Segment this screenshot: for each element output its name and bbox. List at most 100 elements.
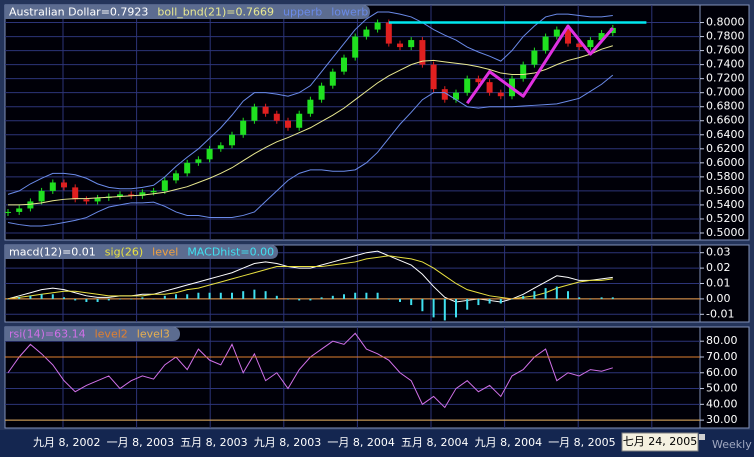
hist-bar bbox=[354, 292, 357, 299]
x-tick-label: 五月 8, 2004 bbox=[401, 436, 468, 449]
y-tick-label: 0.7000 bbox=[706, 86, 745, 99]
hist-bar bbox=[74, 298, 77, 301]
hist-bar bbox=[589, 298, 592, 300]
hist-bar bbox=[567, 291, 569, 299]
candle bbox=[408, 40, 415, 48]
legend-entry: level bbox=[152, 246, 178, 259]
cursor-date-box bbox=[621, 432, 699, 452]
hist-bar bbox=[320, 297, 323, 299]
candle bbox=[318, 85, 325, 100]
plot bbox=[5, 5, 700, 240]
hist-bar bbox=[499, 298, 502, 304]
y-tick-label: 0.6800 bbox=[706, 100, 745, 113]
hist-bar bbox=[275, 295, 278, 299]
candle bbox=[419, 40, 426, 65]
candle bbox=[5, 211, 11, 213]
candle bbox=[598, 33, 605, 41]
candle bbox=[576, 43, 583, 48]
hist-bar bbox=[242, 291, 245, 299]
candle bbox=[475, 78, 482, 83]
hist-bar bbox=[208, 292, 211, 299]
hist-bar bbox=[152, 298, 155, 300]
candle bbox=[486, 82, 493, 93]
candle bbox=[83, 199, 90, 202]
candle bbox=[251, 106, 258, 121]
hist-bar bbox=[175, 294, 177, 299]
hist-bar bbox=[533, 291, 536, 299]
legend-entry: rsi(14)=63.14 bbox=[9, 328, 86, 341]
hist-bar bbox=[186, 294, 189, 299]
hist-bar bbox=[466, 298, 469, 310]
hist-bar bbox=[387, 298, 390, 300]
y-tick-label: 0.7400 bbox=[706, 58, 745, 71]
hist-bar bbox=[600, 297, 603, 299]
lock-icon bbox=[699, 434, 705, 440]
candle bbox=[128, 194, 135, 196]
x-tick-label: 一月 8, 2004 bbox=[327, 436, 394, 449]
x-tick-label: 一月 8, 2003 bbox=[107, 436, 174, 449]
pattern-line bbox=[465, 24, 614, 105]
hist-bar bbox=[399, 298, 401, 302]
legend-entry: sig(26) bbox=[105, 246, 143, 259]
panel-background bbox=[4, 326, 701, 429]
hist-bar bbox=[410, 298, 413, 306]
axis-background bbox=[699, 244, 750, 323]
candle bbox=[397, 43, 403, 48]
candle bbox=[94, 197, 101, 202]
y-tick-label: 0.8000 bbox=[706, 16, 745, 29]
candle bbox=[173, 173, 179, 181]
y-tick-label: 50.00 bbox=[706, 382, 738, 395]
hist-bar bbox=[197, 292, 200, 299]
candle bbox=[240, 120, 247, 135]
legend-entry: upperb bbox=[283, 6, 322, 19]
hist-bar bbox=[29, 295, 32, 299]
hist-bar bbox=[365, 292, 368, 299]
y-tick-label: 30.00 bbox=[706, 413, 738, 426]
y-tick-label: 0.6600 bbox=[706, 114, 745, 127]
hist-bar bbox=[96, 298, 99, 302]
x-tick-label: 五月 8, 2003 bbox=[180, 436, 247, 449]
y-tick-label: 0.7200 bbox=[706, 72, 745, 85]
candle bbox=[329, 71, 336, 86]
legend-entry: level3 bbox=[137, 328, 170, 341]
x-tick-label: 九月 8, 2002 bbox=[33, 436, 100, 449]
hist-bar bbox=[443, 298, 446, 321]
legend-entry: lowerb bbox=[331, 6, 368, 19]
hist-bar bbox=[432, 298, 435, 318]
hist-bar bbox=[343, 294, 345, 299]
y-tick-label: 0.02 bbox=[706, 261, 731, 274]
candle bbox=[542, 36, 549, 51]
hist-bar bbox=[455, 298, 457, 318]
legend-entry: Australian Dollar=0.7923 bbox=[9, 6, 148, 19]
hist-bar bbox=[163, 295, 166, 299]
legend-tab bbox=[5, 5, 370, 19]
y-tick-label: 0.6200 bbox=[706, 142, 745, 155]
candle bbox=[150, 190, 157, 193]
hist-bar bbox=[264, 291, 267, 299]
candle bbox=[587, 40, 594, 48]
hist-bar bbox=[555, 286, 558, 299]
candle bbox=[352, 36, 359, 58]
candle bbox=[184, 162, 191, 174]
y-tick-label: 0.03 bbox=[706, 246, 731, 259]
hist-bar bbox=[331, 295, 334, 299]
candle bbox=[307, 99, 314, 114]
hist-bar bbox=[231, 292, 233, 299]
candle bbox=[296, 113, 303, 128]
plot bbox=[5, 245, 700, 322]
legend-tab bbox=[5, 327, 180, 341]
legend-entry: MACDhist=0.00 bbox=[187, 246, 274, 259]
y-tick-label: 0.5000 bbox=[706, 226, 745, 239]
candle bbox=[464, 78, 471, 93]
hist-bar bbox=[40, 294, 43, 299]
hist-bar bbox=[477, 298, 480, 306]
y-tick-label: 0.5600 bbox=[706, 184, 745, 197]
hist-bar bbox=[287, 298, 289, 300]
hist-bar bbox=[130, 298, 133, 300]
y-tick-label: -0.01 bbox=[706, 307, 734, 320]
y-tick-label: 0.01 bbox=[706, 277, 731, 290]
candle bbox=[497, 92, 504, 97]
plot bbox=[5, 327, 700, 428]
legend-entry: macd(12)=0.01 bbox=[9, 246, 96, 259]
candle bbox=[72, 187, 79, 200]
